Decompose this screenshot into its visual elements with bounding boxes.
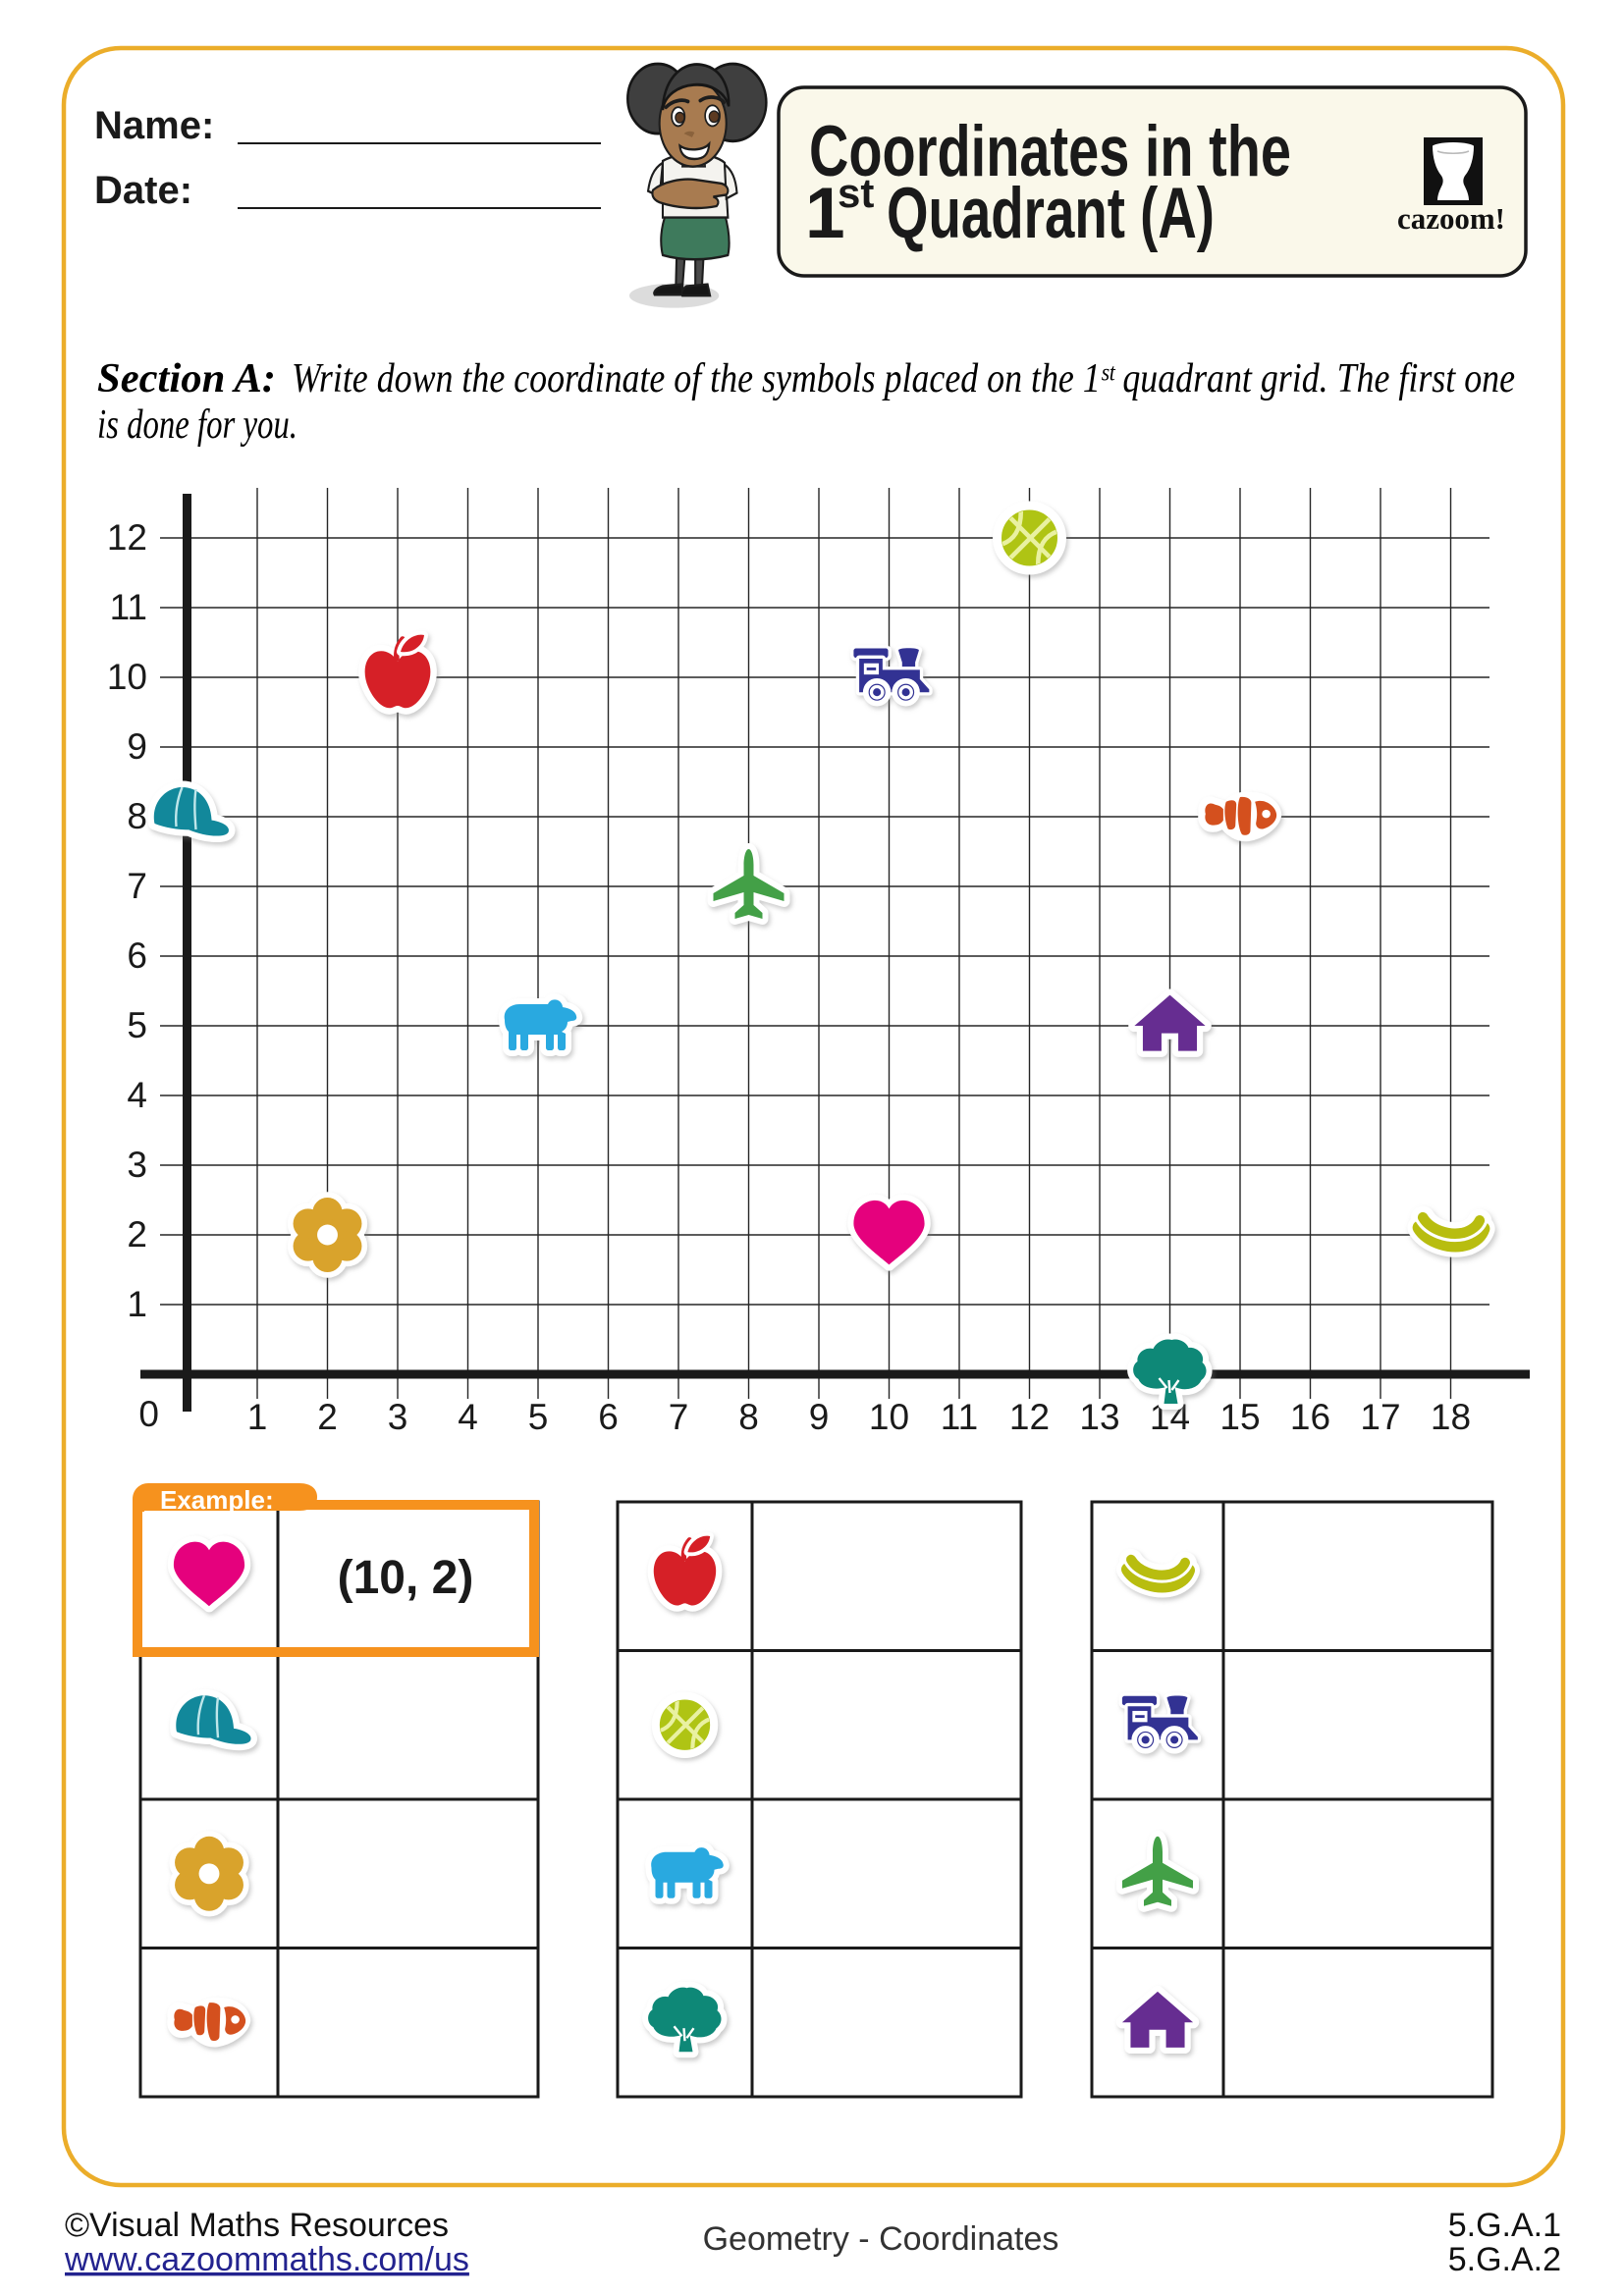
svg-text:1: 1 <box>805 174 845 253</box>
svg-text:16: 16 <box>1290 1397 1330 1437</box>
svg-text:2: 2 <box>127 1214 147 1255</box>
svg-text:Coordinates in the: Coordinates in the <box>809 112 1291 191</box>
svg-text:Section A: Write down the coo: Section A: Write down the coordinate of … <box>97 356 1515 401</box>
svg-text:17: 17 <box>1360 1397 1400 1437</box>
svg-text:10: 10 <box>107 657 147 697</box>
svg-text:cazoom!: cazoom! <box>1397 201 1505 236</box>
svg-text:Quadrant (A): Quadrant (A) <box>887 174 1215 253</box>
svg-text:10: 10 <box>869 1397 909 1437</box>
svg-text:5.G.A.2: 5.G.A.2 <box>1448 2241 1561 2278</box>
svg-text:4: 4 <box>458 1397 478 1437</box>
svg-text:6: 6 <box>127 935 147 976</box>
svg-text:9: 9 <box>809 1397 830 1437</box>
svg-text:18: 18 <box>1431 1397 1471 1437</box>
svg-text:8: 8 <box>738 1397 759 1437</box>
svg-text:5: 5 <box>127 1005 147 1045</box>
svg-text:6: 6 <box>598 1397 619 1437</box>
svg-text:Name:: Name: <box>94 104 214 147</box>
svg-text:3: 3 <box>388 1397 408 1437</box>
svg-text:3: 3 <box>127 1145 147 1185</box>
svg-text:2: 2 <box>317 1397 338 1437</box>
svg-text:9: 9 <box>127 726 147 767</box>
svg-text:5: 5 <box>528 1397 549 1437</box>
svg-text:1: 1 <box>127 1284 147 1324</box>
svg-text:4: 4 <box>127 1075 147 1115</box>
svg-text:©Visual Maths Resources: ©Visual Maths Resources <box>65 2207 449 2244</box>
svg-text:1: 1 <box>247 1397 268 1437</box>
svg-text:(10, 2): (10, 2) <box>338 1552 474 1604</box>
svg-text:12: 12 <box>1009 1397 1050 1437</box>
svg-text:8: 8 <box>127 796 147 836</box>
svg-text:11: 11 <box>110 587 147 627</box>
svg-text:www.cazoommaths.com/us: www.cazoommaths.com/us <box>64 2241 469 2278</box>
svg-text:5.G.A.1: 5.G.A.1 <box>1448 2207 1561 2244</box>
svg-text:15: 15 <box>1219 1397 1260 1437</box>
svg-text:st: st <box>838 170 874 216</box>
svg-text:Example:: Example: <box>160 1485 274 1515</box>
svg-text:11: 11 <box>941 1397 978 1437</box>
svg-text:7: 7 <box>127 866 147 906</box>
svg-text:Geometry - Coordinates: Geometry - Coordinates <box>703 2220 1059 2258</box>
svg-text:Date:: Date: <box>94 169 192 212</box>
svg-text:12: 12 <box>107 517 147 558</box>
svg-text:0: 0 <box>138 1394 159 1434</box>
svg-text:7: 7 <box>669 1397 689 1437</box>
svg-text:is done for you.: is done for you. <box>97 402 298 448</box>
svg-text:13: 13 <box>1079 1397 1119 1437</box>
